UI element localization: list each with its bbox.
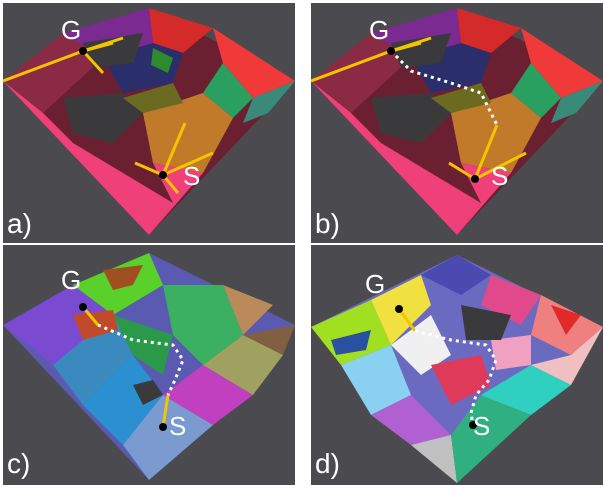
start-marker [469,421,477,429]
panel-sublabel: b) [315,208,340,239]
path-dotted-b [389,49,499,126]
navmesh-map-b [311,8,603,235]
navmesh-map-d [311,255,603,483]
panel-c: G S c) [3,245,295,485]
goal-marker [79,47,87,55]
goal-link-d [397,308,417,332]
panel-sublabel: d) [315,448,340,479]
goal-marker [395,305,403,313]
navmesh-map-a [3,8,295,235]
goal-label: G [61,265,82,295]
goal-marker [387,47,395,55]
path-dotted-c [97,323,185,396]
start-fan-b [448,124,527,181]
goal-label: G [369,15,390,45]
start-link-c [161,394,170,428]
panel-d: G S d) [311,245,603,485]
goal-fan-b [311,36,432,83]
goal-marker [79,303,87,311]
panel-sublabel: a) [7,208,32,239]
goal-fan-a [3,36,124,83]
goal-label: G [365,269,386,299]
panel-b: G S b) [311,3,603,243]
start-label: S [491,161,509,191]
goal-label: G [61,15,82,45]
start-label: S [183,161,201,191]
start-marker [159,171,167,179]
start-label: S [169,411,187,441]
panel-a: G S a) [3,3,295,243]
panel-sublabel: c) [7,448,31,479]
navmesh-map-c [3,253,295,480]
path-dotted-d [414,329,498,426]
start-marker [159,423,167,431]
start-label: S [473,411,491,441]
start-marker [471,175,479,183]
